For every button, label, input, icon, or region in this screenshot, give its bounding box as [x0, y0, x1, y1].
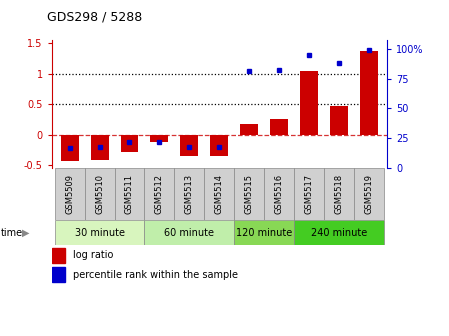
Text: GSM5518: GSM5518: [335, 174, 343, 214]
Text: GSM5515: GSM5515: [245, 174, 254, 214]
Text: GSM5509: GSM5509: [65, 174, 74, 214]
Text: 60 minute: 60 minute: [164, 228, 214, 238]
Bar: [360, 51, 378, 134]
Text: ▶: ▶: [22, 228, 29, 238]
Bar: [240, 124, 258, 134]
Text: GSM5519: GSM5519: [365, 174, 374, 214]
Text: GSM5511: GSM5511: [125, 174, 134, 214]
Text: GSM5513: GSM5513: [185, 174, 194, 214]
Text: GDS298 / 5288: GDS298 / 5288: [47, 10, 142, 23]
Text: time: time: [1, 228, 23, 238]
FancyBboxPatch shape: [264, 168, 294, 220]
Bar: [150, 134, 168, 142]
Text: percentile rank within the sample: percentile rank within the sample: [74, 270, 238, 280]
Bar: [210, 134, 229, 157]
FancyBboxPatch shape: [145, 168, 174, 220]
FancyBboxPatch shape: [55, 220, 145, 245]
Bar: [270, 119, 288, 134]
Text: log ratio: log ratio: [74, 250, 114, 260]
Text: GSM5514: GSM5514: [215, 174, 224, 214]
FancyBboxPatch shape: [294, 168, 324, 220]
FancyBboxPatch shape: [84, 168, 114, 220]
Text: 30 minute: 30 minute: [75, 228, 124, 238]
FancyBboxPatch shape: [294, 220, 384, 245]
Text: GSM5516: GSM5516: [275, 174, 284, 214]
Text: GSM5512: GSM5512: [155, 174, 164, 214]
Text: 240 minute: 240 minute: [311, 228, 367, 238]
FancyBboxPatch shape: [55, 168, 84, 220]
Bar: [52, 267, 65, 282]
FancyBboxPatch shape: [234, 220, 294, 245]
Text: GSM5517: GSM5517: [305, 174, 314, 214]
FancyBboxPatch shape: [234, 168, 264, 220]
FancyBboxPatch shape: [324, 168, 354, 220]
Bar: [180, 134, 198, 156]
Bar: [120, 134, 138, 152]
FancyBboxPatch shape: [354, 168, 384, 220]
FancyBboxPatch shape: [145, 220, 234, 245]
Text: 120 minute: 120 minute: [236, 228, 292, 238]
Text: GSM5510: GSM5510: [95, 174, 104, 214]
Bar: [300, 71, 318, 134]
FancyBboxPatch shape: [174, 168, 204, 220]
Bar: [52, 248, 65, 263]
Bar: [330, 106, 348, 134]
FancyBboxPatch shape: [114, 168, 145, 220]
FancyBboxPatch shape: [204, 168, 234, 220]
Bar: [61, 134, 79, 161]
Bar: [91, 134, 109, 160]
